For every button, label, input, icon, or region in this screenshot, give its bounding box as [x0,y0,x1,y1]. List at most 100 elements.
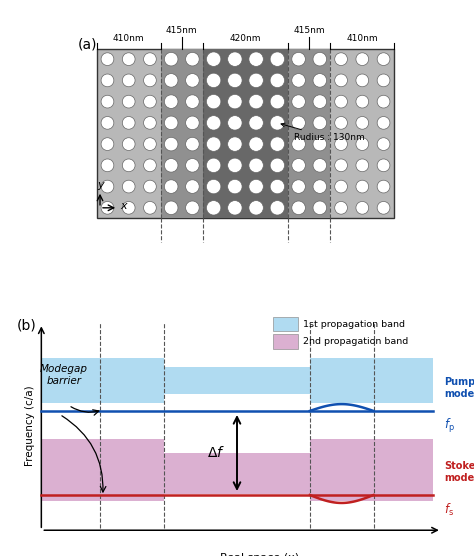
Circle shape [144,117,156,129]
Text: (a): (a) [78,38,97,52]
Circle shape [186,73,199,87]
Text: 410nm: 410nm [113,34,145,43]
Circle shape [144,201,156,214]
Circle shape [206,158,221,172]
Text: Pump-nanocavity
mode: Pump-nanocavity mode [444,378,474,399]
Circle shape [164,116,178,130]
Circle shape [186,201,199,215]
Circle shape [270,201,284,215]
Circle shape [270,137,284,151]
Circle shape [313,158,327,172]
Circle shape [249,116,264,130]
Text: $f_{\mathsf{p}}$: $f_{\mathsf{p}}$ [444,416,455,435]
Circle shape [144,95,156,108]
Bar [100,439,164,501]
Circle shape [186,180,199,193]
Bar [161,48,330,219]
Circle shape [356,117,369,129]
Circle shape [292,137,305,151]
Circle shape [292,158,305,172]
Circle shape [206,73,221,88]
Bar [41,439,100,501]
Circle shape [164,73,178,87]
Circle shape [335,74,347,87]
Circle shape [335,201,347,214]
Circle shape [335,159,347,172]
Circle shape [228,95,242,109]
Circle shape [101,201,114,214]
Bar [203,48,288,219]
Circle shape [335,53,347,66]
Text: Real space (x): Real space (x) [220,553,299,556]
Circle shape [356,201,369,214]
Circle shape [249,201,264,215]
Circle shape [313,201,327,215]
Circle shape [144,53,156,66]
Circle shape [206,137,221,151]
Bar [273,334,299,349]
Text: x: x [120,201,127,211]
Circle shape [313,95,327,108]
Text: Rudius : 130nm: Rudius : 130nm [281,123,365,142]
Circle shape [164,137,178,151]
Circle shape [122,95,135,108]
Circle shape [101,138,114,151]
Circle shape [377,117,390,129]
Circle shape [356,95,369,108]
Circle shape [249,95,264,109]
Circle shape [164,158,178,172]
Circle shape [122,53,135,66]
Circle shape [144,138,156,151]
Circle shape [292,201,305,215]
Circle shape [122,117,135,129]
Circle shape [206,52,221,66]
Circle shape [122,180,135,193]
Bar [97,48,394,219]
Circle shape [186,116,199,130]
Circle shape [356,53,369,66]
Circle shape [206,95,221,109]
Circle shape [356,74,369,87]
Circle shape [122,159,135,172]
Circle shape [228,52,242,66]
Circle shape [206,180,221,194]
Text: Frequency (c/a): Frequency (c/a) [25,385,35,466]
Circle shape [206,201,221,215]
Circle shape [122,138,135,151]
Text: y: y [97,180,103,190]
Circle shape [377,95,390,108]
Circle shape [356,159,369,172]
Bar [374,439,433,501]
Circle shape [356,180,369,193]
Circle shape [270,52,284,66]
Circle shape [101,53,114,66]
Circle shape [356,138,369,151]
Circle shape [292,95,305,108]
Circle shape [270,180,284,194]
Circle shape [292,180,305,193]
Circle shape [292,73,305,87]
Circle shape [313,73,327,87]
Text: $\Delta f$: $\Delta f$ [208,445,226,460]
Circle shape [122,201,135,214]
Circle shape [228,73,242,88]
Bar [164,453,310,494]
Circle shape [186,52,199,66]
Circle shape [249,180,264,194]
Circle shape [164,180,178,193]
Circle shape [270,158,284,172]
Text: 415nm: 415nm [166,26,198,34]
Circle shape [270,95,284,109]
Circle shape [292,52,305,66]
Circle shape [270,73,284,88]
Bar [164,366,310,394]
Bar [273,316,299,331]
Circle shape [144,180,156,193]
Circle shape [249,52,264,66]
Circle shape [335,180,347,193]
Circle shape [313,116,327,130]
Circle shape [122,74,135,87]
Circle shape [335,95,347,108]
Circle shape [101,74,114,87]
Circle shape [335,138,347,151]
